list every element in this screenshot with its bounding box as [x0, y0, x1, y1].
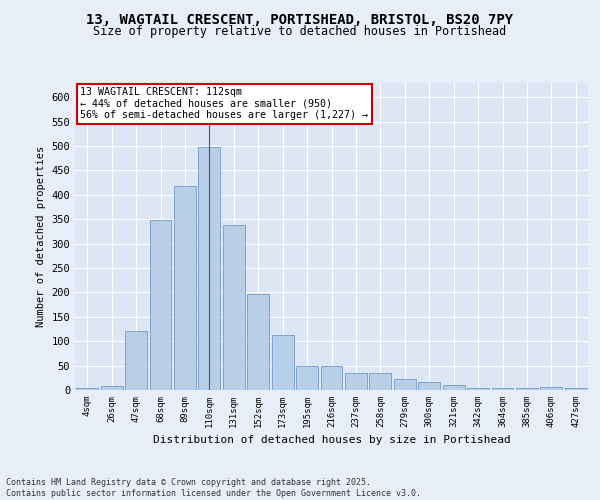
- Bar: [320, 366, 343, 390]
- Bar: [565, 388, 587, 390]
- Bar: [491, 388, 514, 390]
- Bar: [272, 335, 293, 390]
- Bar: [370, 373, 391, 390]
- Bar: [174, 186, 196, 390]
- Bar: [443, 385, 464, 390]
- Bar: [101, 386, 122, 390]
- Bar: [247, 294, 269, 390]
- Text: 13 WAGTAIL CRESCENT: 112sqm
← 44% of detached houses are smaller (950)
56% of se: 13 WAGTAIL CRESCENT: 112sqm ← 44% of det…: [80, 87, 368, 120]
- Bar: [394, 380, 416, 390]
- Bar: [223, 225, 245, 390]
- Text: 13, WAGTAIL CRESCENT, PORTISHEAD, BRISTOL, BS20 7PY: 13, WAGTAIL CRESCENT, PORTISHEAD, BRISTO…: [86, 12, 514, 26]
- Bar: [345, 373, 367, 390]
- Bar: [125, 332, 147, 390]
- Bar: [541, 387, 562, 390]
- X-axis label: Distribution of detached houses by size in Portishead: Distribution of detached houses by size …: [152, 436, 511, 446]
- Bar: [149, 220, 172, 390]
- Bar: [467, 388, 489, 390]
- Y-axis label: Number of detached properties: Number of detached properties: [36, 146, 46, 327]
- Bar: [418, 382, 440, 390]
- Bar: [516, 388, 538, 390]
- Bar: [199, 148, 220, 390]
- Bar: [76, 388, 98, 390]
- Text: Size of property relative to detached houses in Portishead: Size of property relative to detached ho…: [94, 25, 506, 38]
- Bar: [296, 366, 318, 390]
- Text: Contains HM Land Registry data © Crown copyright and database right 2025.
Contai: Contains HM Land Registry data © Crown c…: [6, 478, 421, 498]
